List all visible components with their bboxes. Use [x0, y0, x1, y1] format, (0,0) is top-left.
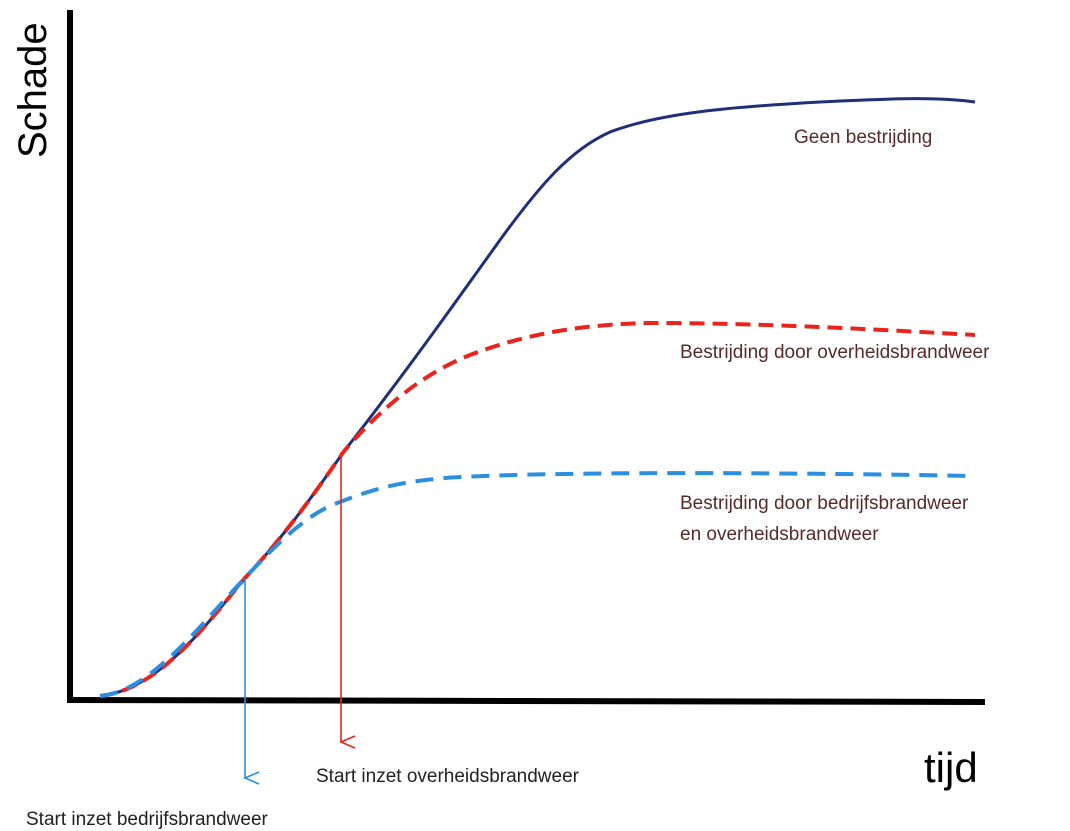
label-bedrijfsbrandweer-line2: en overheidsbrandweer — [680, 524, 879, 545]
x-axis — [66, 697, 986, 705]
label-geen-bestrijding: Geen bestrijding — [794, 127, 932, 148]
series-line-overheidsbrandweer — [99, 320, 976, 698]
label-overheidsbrandweer: Bestrijding door overheidsbrandweer — [680, 342, 990, 363]
label-start-bedrijfsbrandweer: Start inzet bedrijfsbrandweer — [26, 809, 269, 830]
x-axis-title: tijd — [924, 744, 978, 791]
y-axis-title: Schade — [11, 22, 55, 158]
series-line-bedrijfsbrandweer — [99, 471, 976, 698]
label-start-overheidsbrandweer: Start inzet overheidsbrandweer — [316, 766, 580, 787]
label-bedrijfsbrandweer-line1: Bestrijding door bedrijfsbrandweer — [680, 493, 969, 514]
series-line-geen-bestrijding — [99, 97, 976, 698]
